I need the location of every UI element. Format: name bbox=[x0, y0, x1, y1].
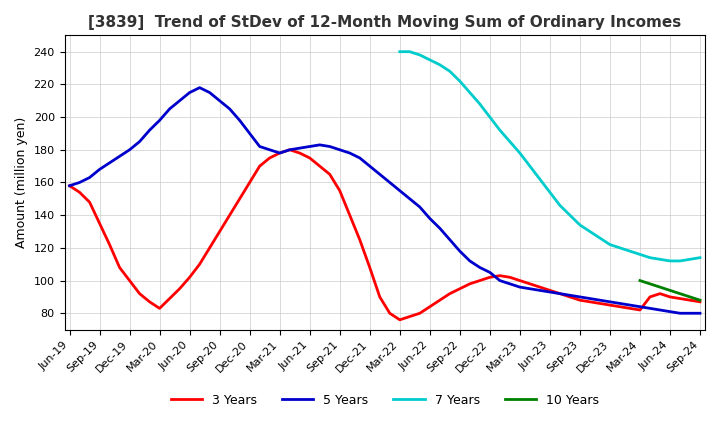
7 Years bbox=[485, 114, 494, 120]
7 Years bbox=[436, 62, 444, 67]
10 Years bbox=[685, 294, 694, 300]
3 Years bbox=[485, 275, 494, 280]
3 Years bbox=[395, 317, 404, 323]
5 Years bbox=[66, 183, 74, 188]
7 Years bbox=[585, 229, 594, 234]
3 Years bbox=[66, 183, 74, 188]
7 Years bbox=[656, 257, 665, 262]
7 Years bbox=[646, 255, 654, 260]
7 Years bbox=[575, 222, 584, 227]
7 Years bbox=[505, 139, 514, 144]
5 Years bbox=[195, 85, 204, 90]
7 Years bbox=[636, 252, 644, 257]
5 Years bbox=[336, 147, 344, 152]
7 Years bbox=[495, 128, 504, 133]
7 Years bbox=[595, 235, 604, 241]
7 Years bbox=[456, 78, 464, 84]
7 Years bbox=[696, 255, 704, 260]
5 Years bbox=[145, 128, 154, 133]
3 Years bbox=[285, 147, 294, 152]
7 Years bbox=[405, 49, 414, 54]
3 Years bbox=[336, 188, 344, 193]
7 Years bbox=[606, 242, 614, 247]
10 Years bbox=[646, 281, 654, 286]
7 Years bbox=[626, 249, 634, 254]
3 Years bbox=[385, 311, 394, 316]
Line: 10 Years: 10 Years bbox=[640, 281, 700, 300]
7 Years bbox=[516, 150, 524, 156]
Y-axis label: Amount (million yen): Amount (million yen) bbox=[15, 117, 28, 248]
10 Years bbox=[656, 285, 665, 290]
7 Years bbox=[616, 245, 624, 250]
Line: 5 Years: 5 Years bbox=[70, 88, 700, 313]
Legend: 3 Years, 5 Years, 7 Years, 10 Years: 3 Years, 5 Years, 7 Years, 10 Years bbox=[166, 389, 604, 412]
7 Years bbox=[556, 203, 564, 208]
10 Years bbox=[696, 297, 704, 303]
7 Years bbox=[526, 164, 534, 169]
5 Years bbox=[385, 180, 394, 185]
7 Years bbox=[446, 69, 454, 74]
Line: 7 Years: 7 Years bbox=[400, 51, 700, 261]
Line: 3 Years: 3 Years bbox=[70, 150, 700, 320]
7 Years bbox=[395, 49, 404, 54]
3 Years bbox=[696, 299, 704, 304]
7 Years bbox=[666, 258, 675, 264]
Title: [3839]  Trend of StDev of 12-Month Moving Sum of Ordinary Incomes: [3839] Trend of StDev of 12-Month Moving… bbox=[88, 15, 681, 30]
3 Years bbox=[436, 297, 444, 303]
7 Years bbox=[566, 213, 575, 218]
7 Years bbox=[685, 257, 694, 262]
10 Years bbox=[666, 288, 675, 293]
5 Years bbox=[675, 311, 684, 316]
7 Years bbox=[475, 101, 484, 106]
5 Years bbox=[475, 265, 484, 270]
7 Years bbox=[546, 190, 554, 195]
10 Years bbox=[636, 278, 644, 283]
3 Years bbox=[495, 273, 504, 278]
7 Years bbox=[536, 176, 544, 182]
3 Years bbox=[145, 299, 154, 304]
7 Years bbox=[675, 258, 684, 264]
7 Years bbox=[415, 52, 424, 58]
7 Years bbox=[466, 90, 474, 95]
5 Years bbox=[426, 216, 434, 221]
7 Years bbox=[426, 57, 434, 62]
5 Years bbox=[485, 270, 494, 275]
5 Years bbox=[696, 311, 704, 316]
10 Years bbox=[675, 291, 684, 296]
